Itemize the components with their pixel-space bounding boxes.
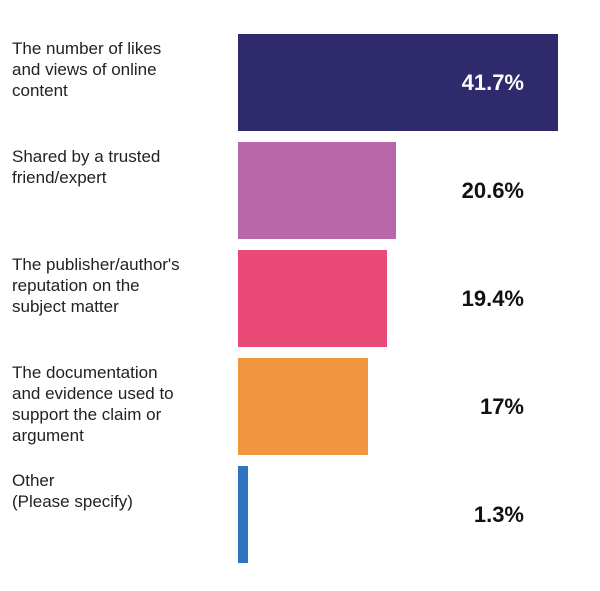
value-label: 1.3%: [473, 501, 524, 527]
bar: [238, 250, 387, 347]
value-label: 41.7%: [461, 69, 524, 95]
bar: [238, 142, 397, 239]
value-label: 17%: [479, 393, 524, 419]
category-label: The number of likes and views of online …: [12, 39, 162, 100]
category-label: Other (Please specify): [12, 471, 133, 511]
category-label: The documentation and evidence used to s…: [12, 363, 174, 445]
value-label: 19.4%: [461, 285, 524, 311]
value-label: 20.6%: [461, 177, 524, 203]
category-label: Shared by a trusted friend/expert: [12, 147, 161, 187]
bar: [238, 34, 558, 131]
bar: [238, 466, 248, 563]
category-label: The publisher/author's reputation on the…: [12, 255, 180, 316]
bar: [238, 358, 369, 455]
